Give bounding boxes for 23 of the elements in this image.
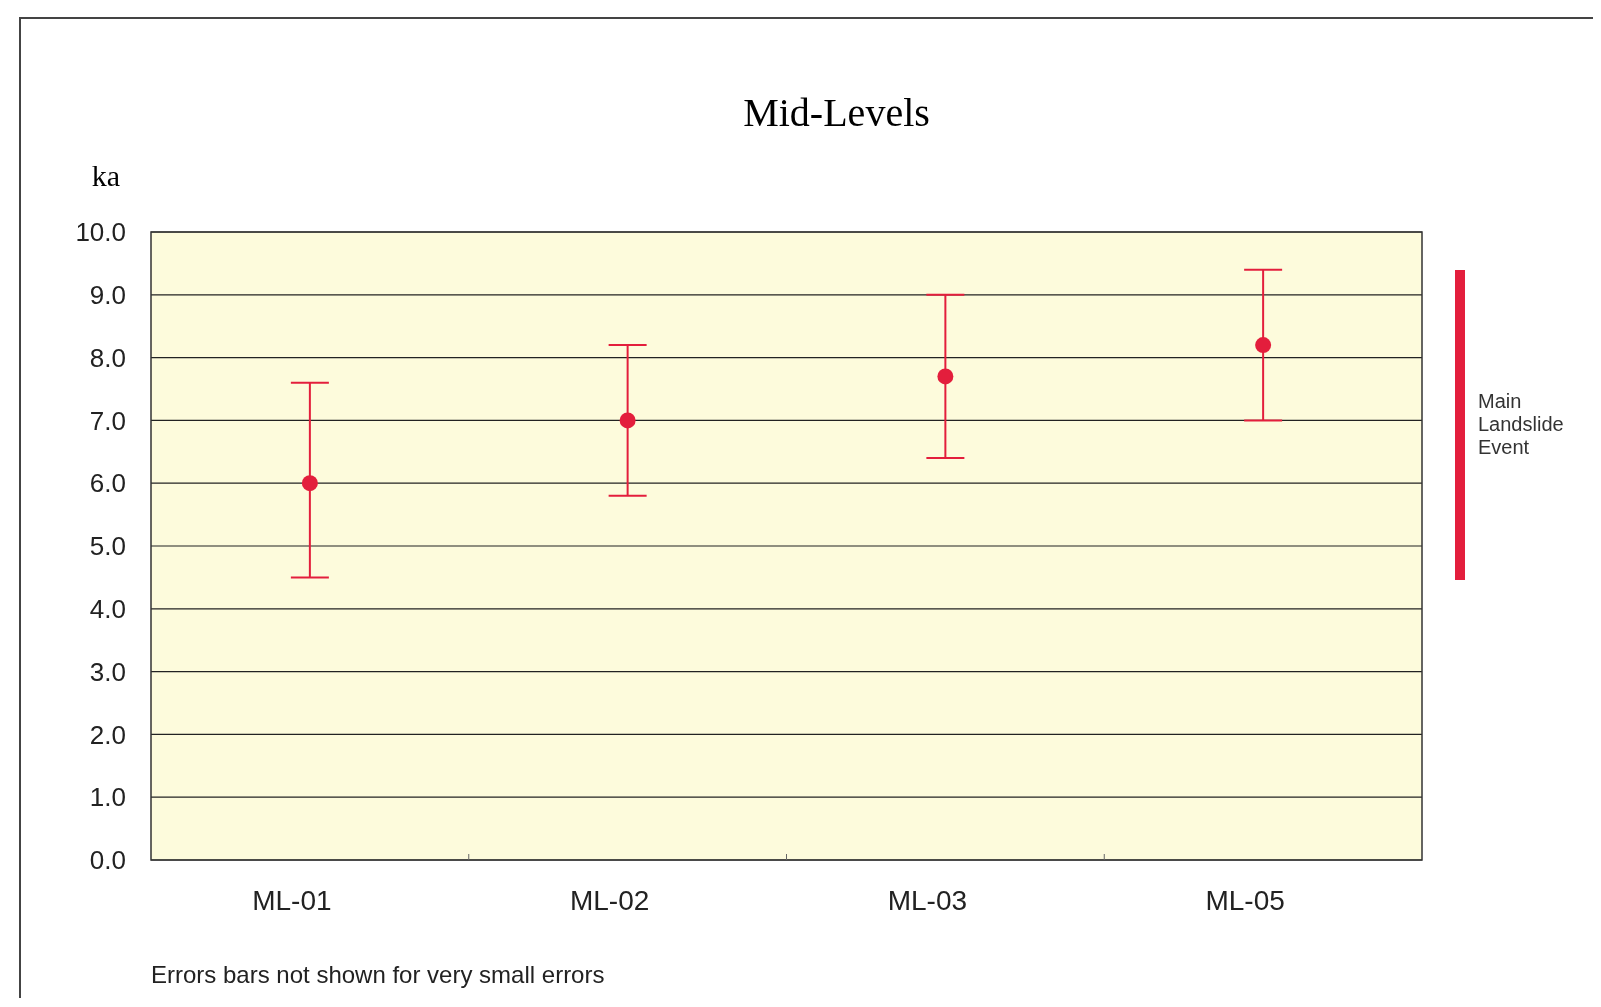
- point: [619, 412, 636, 429]
- y-tick-label: 2.0: [89, 719, 126, 750]
- y-tick-label: 0.0: [89, 845, 126, 876]
- point: [301, 475, 318, 492]
- y-tick-label: 10.0: [75, 217, 126, 248]
- y-tick-label: 6.0: [89, 468, 126, 499]
- y-tick-label: 9.0: [89, 279, 126, 310]
- x-tick-label: ML-05: [1205, 885, 1285, 916]
- y-tick-label: 7.0: [89, 405, 126, 436]
- y-tick-label: 3.0: [89, 656, 126, 687]
- x-tick-label: ML-02: [569, 885, 650, 916]
- x-tick-label: ML-03: [887, 885, 968, 916]
- y-tick-label: 1.0: [89, 782, 126, 813]
- y-tick-label: 4.0: [89, 593, 126, 624]
- y-tick-label: 5.0: [89, 531, 126, 562]
- y-axis-title: ka: [91, 159, 121, 192]
- point: [1255, 337, 1272, 354]
- chart-title: Mid-Levels: [743, 90, 930, 135]
- x-tick-label: ML-01: [252, 885, 332, 916]
- y-tick-label: 8.0: [89, 342, 126, 373]
- text: Main Landslide Event: [1478, 390, 1564, 458]
- point: [937, 368, 954, 385]
- text: Errors bars not shown for very small errors: [151, 961, 605, 988]
